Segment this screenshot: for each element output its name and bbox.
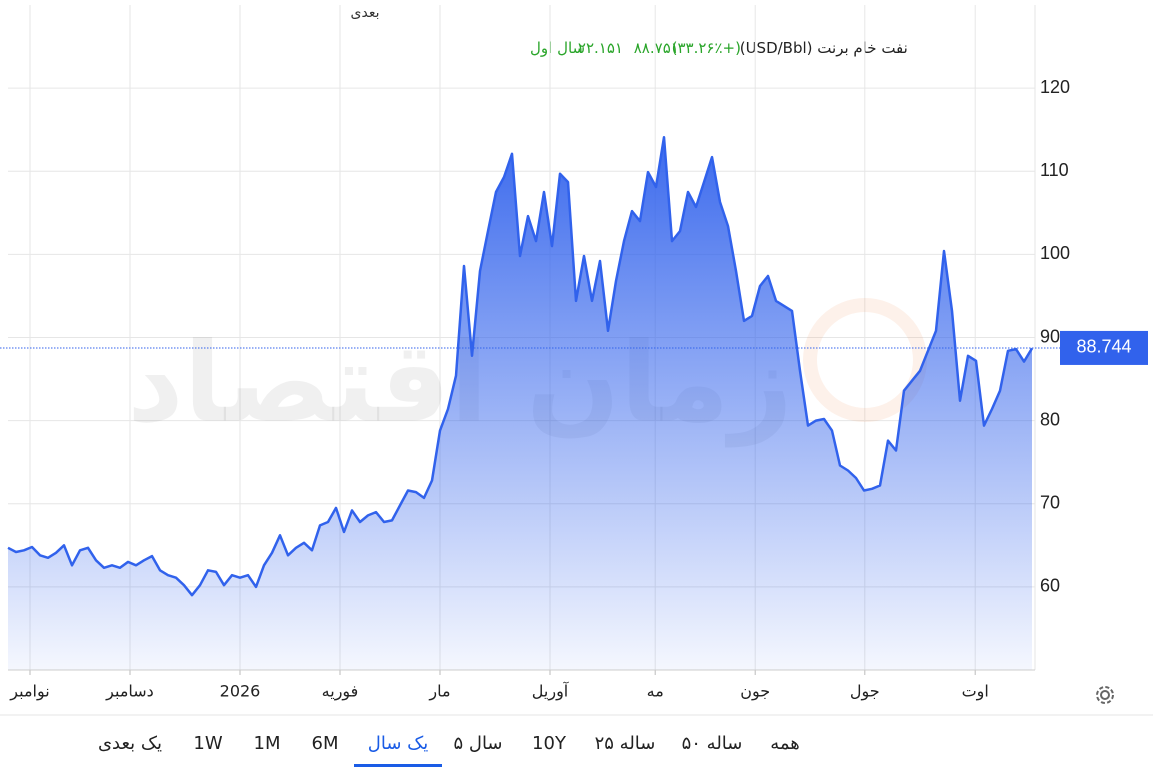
nav-label[interactable]: بعدی [351, 5, 380, 21]
watermark-logo [803, 298, 927, 422]
x-tick-label: مار [428, 682, 450, 702]
price-line [7, 135, 1034, 597]
range-button[interactable]: 1W [193, 733, 222, 754]
x-tick-label: جول [850, 682, 880, 702]
x-tick-label: اوت [962, 682, 989, 702]
range-button[interactable]: ۵ سال [453, 733, 502, 754]
x-tick-label: 2026 [220, 682, 261, 701]
y-tick-label: 70 [1040, 493, 1060, 513]
range-buttons: یک بعدی 1W 1M 6M یک سال ۵ سال 10Y ۲۵ ساله ۵۰ سال… [98, 733, 800, 767]
last-value-label: 88.744 [1076, 337, 1131, 357]
plot: 88.744 [0, 135, 1148, 670]
header: نفت خام برنت (USD/Bbl) (+۳۳.۲۶٪) ۲۲.۱۵۱ … [530, 39, 908, 57]
x-tick-label: نوامبر [9, 682, 49, 702]
x-tick-label: دسامبر [105, 682, 154, 702]
chart-title: نفت خام برنت (USD/Bbl) [740, 39, 908, 57]
x-tick-label: مه [647, 682, 664, 701]
change-percent: (+۳۳.۲۶٪) [672, 39, 741, 57]
range-button[interactable]: همه [770, 733, 800, 754]
range-button[interactable]: یک سال [368, 733, 429, 754]
active-underline [354, 764, 442, 767]
x-tick-label: جون [740, 682, 770, 702]
y-tick-label: 110 [1040, 160, 1069, 180]
change: ۲۲.۱۵۱ [578, 39, 623, 57]
range-button[interactable]: یک بعدی [98, 733, 162, 754]
y-tick-label: 80 [1040, 409, 1060, 429]
x-tick-label: آوریل [532, 682, 570, 702]
y-tick-label: 100 [1040, 243, 1070, 263]
y-tick-label: 120 [1040, 77, 1070, 97]
period: سال اول [530, 39, 585, 57]
range-button[interactable]: ۵۰ ساله [682, 733, 743, 754]
range-button[interactable]: 6M [312, 733, 339, 754]
range-button[interactable]: 1M [254, 733, 281, 754]
area-fill [8, 137, 1032, 670]
last-value-box [1060, 330, 1148, 365]
y-tick-label: 60 [1040, 576, 1060, 596]
range-button[interactable]: ۲۵ ساله [595, 733, 656, 754]
y-tick-label: 90 [1040, 326, 1060, 346]
range-button[interactable]: 10Y [532, 733, 567, 754]
settings-icon[interactable] [1096, 686, 1114, 704]
x-tick-label: فوریه [322, 682, 359, 702]
